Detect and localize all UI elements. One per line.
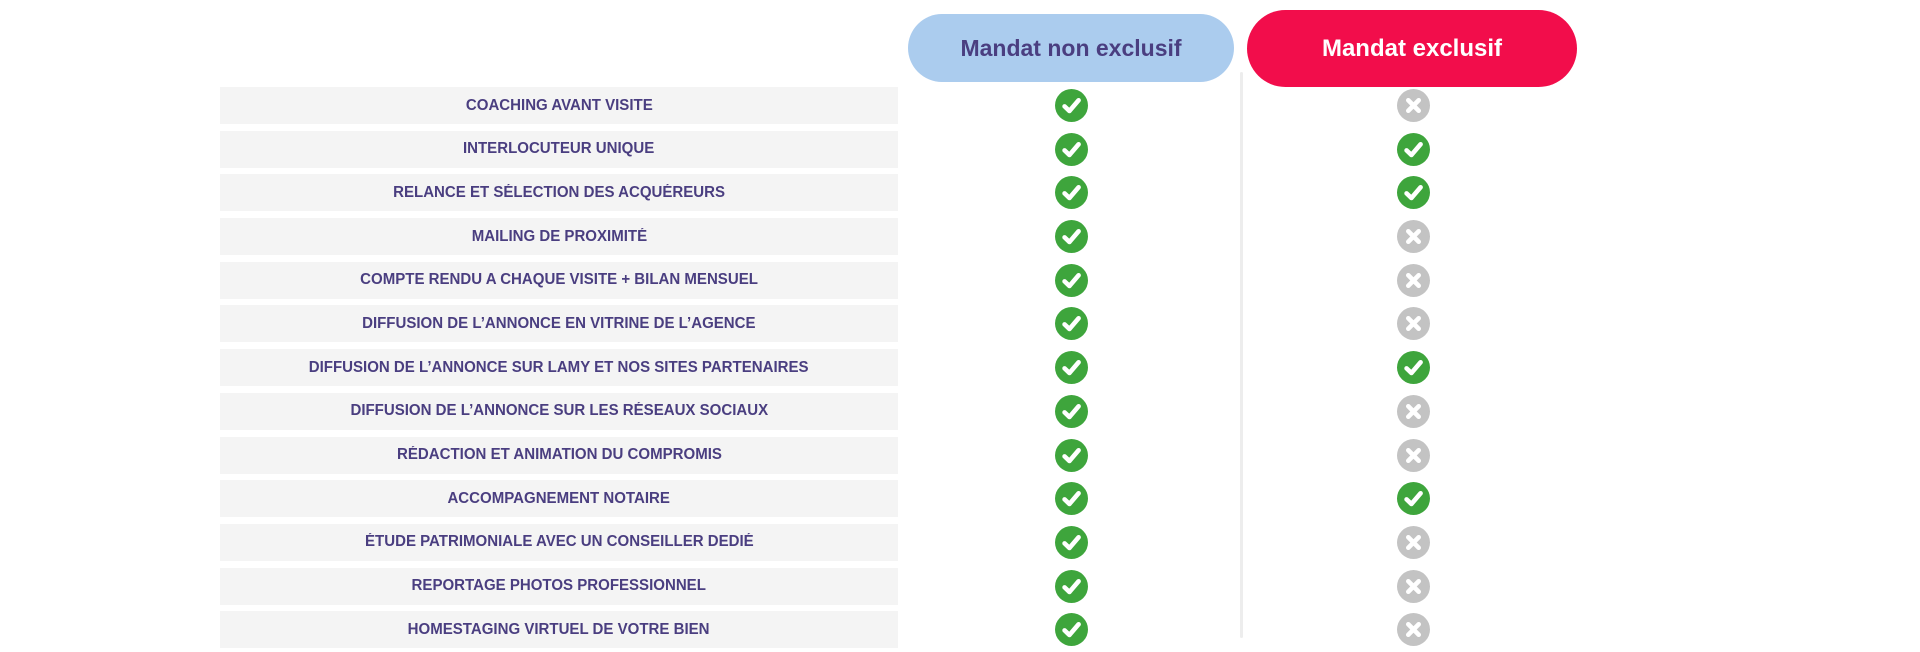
non-exclusif-cell xyxy=(1055,220,1088,254)
non-exclusif-cell xyxy=(1055,132,1088,166)
feature-label: COMPTE RENDU A CHAQUE VISITE + BILAN MEN… xyxy=(360,271,758,289)
cross-icon xyxy=(1397,307,1430,341)
check-icon xyxy=(1055,569,1088,603)
feature-label: DIFFUSION DE L’ANNONCE SUR LES RÉSEAUX S… xyxy=(350,402,768,420)
feature-label-band: INTERLOCUTEUR UNIQUE xyxy=(220,130,898,168)
feature-label-band: COACHING AVANT VISITE xyxy=(220,87,898,124)
non-exclusif-cell xyxy=(1055,525,1088,559)
feature-label: REPORTAGE PHOTOS PROFESSIONNEL xyxy=(411,577,707,595)
cross-icon xyxy=(1397,89,1430,122)
non-exclusif-cell xyxy=(1055,394,1088,428)
feature-label-band: DIFFUSION DE L’ANNONCE EN VITRINE DE L’A… xyxy=(220,305,898,343)
table-row: DIFFUSION DE L’ANNONCE SUR LES RÉSEAUX S… xyxy=(220,392,1680,430)
non-exclusif-cell xyxy=(1055,613,1088,647)
check-icon xyxy=(1397,132,1430,166)
exclusif-cell xyxy=(1397,438,1430,472)
exclusif-cell xyxy=(1397,613,1430,647)
feature-label-band: ÉTUDE PATRIMONIALE AVEC UN CONSEILLER DE… xyxy=(220,523,898,561)
feature-label: INTERLOCUTEUR UNIQUE xyxy=(463,140,655,158)
check-icon xyxy=(1055,525,1088,559)
feature-label: RÉDACTION ET ANIMATION DU COMPROMIS xyxy=(396,446,722,463)
exclusif-cell xyxy=(1397,132,1430,166)
check-icon xyxy=(1055,307,1088,341)
column-header-non-exclusif-label: Mandat non exclusif xyxy=(960,34,1182,61)
feature-label-band: REPORTAGE PHOTOS PROFESSIONNEL xyxy=(220,567,898,605)
comparison-rows: COACHING AVANT VISITE INTERLOCUTEUR UNIQ… xyxy=(220,87,1680,649)
check-icon xyxy=(1055,176,1088,210)
cross-icon xyxy=(1397,569,1430,603)
column-divider xyxy=(1240,72,1243,638)
column-header-non-exclusif: Mandat non exclusif xyxy=(908,14,1234,82)
feature-label: RELANCE ET SÉLECTION DES ACQUÉREURS xyxy=(393,183,725,201)
table-row: RELANCE ET SÉLECTION DES ACQUÉREURS xyxy=(220,174,1680,212)
check-icon xyxy=(1397,482,1430,516)
check-icon xyxy=(1055,132,1088,166)
table-row: DIFFUSION DE L’ANNONCE EN VITRINE DE L’A… xyxy=(220,305,1680,343)
exclusif-cell xyxy=(1397,220,1430,254)
check-icon xyxy=(1055,89,1088,122)
exclusif-cell xyxy=(1397,351,1430,385)
non-exclusif-cell xyxy=(1055,176,1088,210)
table-row: COACHING AVANT VISITE xyxy=(220,87,1680,124)
feature-label: DIFFUSION DE L’ANNONCE SUR LAMY ET NOS S… xyxy=(309,358,809,376)
table-row: ÉTUDE PATRIMONIALE AVEC UN CONSEILLER DE… xyxy=(220,523,1680,561)
check-icon xyxy=(1055,438,1088,472)
cross-icon xyxy=(1397,220,1430,254)
feature-label-band: DIFFUSION DE L’ANNONCE SUR LAMY ET NOS S… xyxy=(220,349,898,387)
non-exclusif-cell xyxy=(1055,307,1088,341)
feature-label: ACCOMPAGNEMENT NOTAIRE xyxy=(447,489,671,507)
feature-label-band: DIFFUSION DE L’ANNONCE SUR LES RÉSEAUX S… xyxy=(220,392,898,430)
exclusif-cell xyxy=(1397,394,1430,428)
non-exclusif-cell xyxy=(1055,482,1088,516)
non-exclusif-cell xyxy=(1055,569,1088,603)
cross-icon xyxy=(1397,525,1430,559)
non-exclusif-cell xyxy=(1055,351,1088,385)
cross-icon xyxy=(1397,613,1430,647)
feature-label: HOMESTAGING VIRTUEL DE VOTRE BIEN xyxy=(408,620,710,638)
feature-label-band: ACCOMPAGNEMENT NOTAIRE xyxy=(220,480,898,518)
check-icon xyxy=(1055,263,1088,297)
table-row: COMPTE RENDU A CHAQUE VISITE + BILAN MEN… xyxy=(220,261,1680,299)
table-row: RÉDACTION ET ANIMATION DU COMPROMIS xyxy=(220,436,1680,474)
check-icon xyxy=(1397,176,1430,210)
exclusif-cell xyxy=(1397,307,1430,341)
exclusif-cell xyxy=(1397,482,1430,516)
table-row: DIFFUSION DE L’ANNONCE SUR LAMY ET NOS S… xyxy=(220,349,1680,387)
table-row: HOMESTAGING VIRTUEL DE VOTRE BIEN xyxy=(220,611,1680,649)
check-icon xyxy=(1397,351,1430,385)
feature-label-band: RELANCE ET SÉLECTION DES ACQUÉREURS xyxy=(220,174,898,212)
cross-icon xyxy=(1397,438,1430,472)
feature-label-band: HOMESTAGING VIRTUEL DE VOTRE BIEN xyxy=(220,611,898,649)
check-icon xyxy=(1055,394,1088,428)
table-row: ACCOMPAGNEMENT NOTAIRE xyxy=(220,480,1680,518)
column-header-exclusif-label: Mandat exclusif xyxy=(1321,34,1503,62)
table-row: REPORTAGE PHOTOS PROFESSIONNEL xyxy=(220,567,1680,605)
cross-icon xyxy=(1397,394,1430,428)
feature-label-band: MAILING DE PROXIMITÉ xyxy=(220,218,898,256)
exclusif-cell xyxy=(1397,525,1430,559)
exclusif-cell xyxy=(1397,569,1430,603)
feature-label-band: COMPTE RENDU A CHAQUE VISITE + BILAN MEN… xyxy=(220,261,898,299)
feature-label: ÉTUDE PATRIMONIALE AVEC UN CONSEILLER DE… xyxy=(364,533,754,551)
check-icon xyxy=(1055,351,1088,385)
non-exclusif-cell xyxy=(1055,438,1088,472)
check-icon xyxy=(1055,482,1088,516)
non-exclusif-cell xyxy=(1055,89,1088,122)
non-exclusif-cell xyxy=(1055,263,1088,297)
feature-label: MAILING DE PROXIMITÉ xyxy=(471,227,647,245)
feature-label: COACHING AVANT VISITE xyxy=(465,96,653,114)
exclusif-cell xyxy=(1397,176,1430,210)
table-row: MAILING DE PROXIMITÉ xyxy=(220,218,1680,256)
feature-label-band: RÉDACTION ET ANIMATION DU COMPROMIS xyxy=(220,436,898,474)
exclusif-cell xyxy=(1397,263,1430,297)
exclusif-cell xyxy=(1397,89,1430,122)
table-row: INTERLOCUTEUR UNIQUE xyxy=(220,130,1680,168)
check-icon xyxy=(1055,613,1088,647)
check-icon xyxy=(1055,220,1088,254)
feature-label: DIFFUSION DE L’ANNONCE EN VITRINE DE L’A… xyxy=(362,314,756,332)
cross-icon xyxy=(1397,263,1430,297)
column-header-exclusif: Mandat exclusif xyxy=(1247,10,1577,87)
